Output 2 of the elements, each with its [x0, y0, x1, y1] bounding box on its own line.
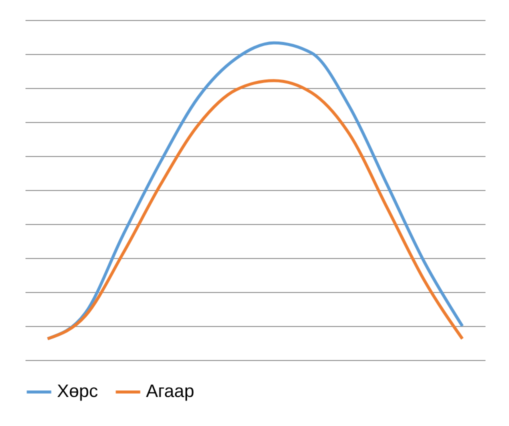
- legend-label: Агаар: [146, 381, 194, 401]
- legend-label: Хөрс: [57, 381, 98, 401]
